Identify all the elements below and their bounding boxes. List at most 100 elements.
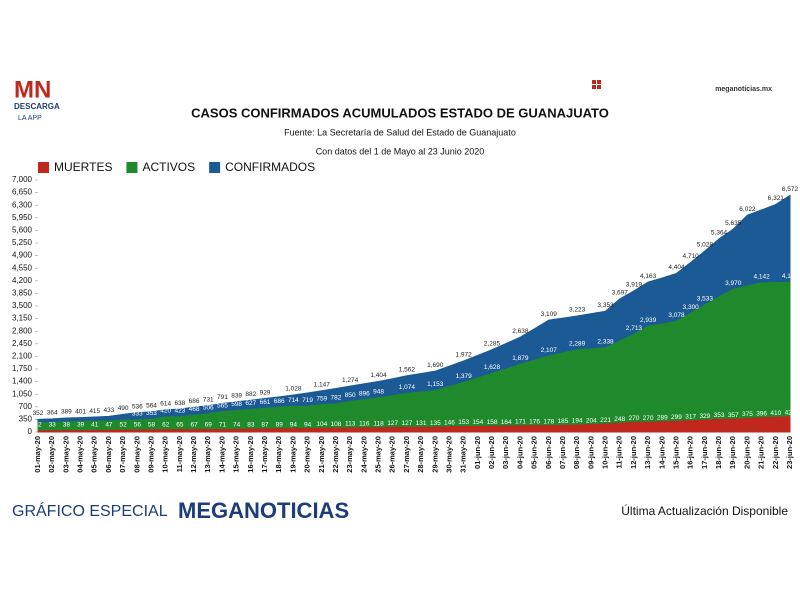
data-label: 58 bbox=[148, 422, 156, 429]
data-label: 882 bbox=[245, 391, 256, 398]
data-label: 65 bbox=[176, 422, 184, 429]
data-label: 1,028 bbox=[285, 386, 302, 393]
data-label: 353 bbox=[146, 410, 157, 417]
data-label: 178 bbox=[543, 418, 554, 425]
data-label: 353 bbox=[714, 412, 725, 419]
y-tick-label: 4,900 bbox=[12, 251, 33, 260]
x-tick-label: 07-jun-20 bbox=[558, 436, 567, 469]
x-tick-label: 15-may-20 bbox=[232, 436, 241, 473]
footer-brand: MEGANOTICIAS bbox=[178, 498, 349, 523]
x-tick-label: 09-jun-20 bbox=[586, 436, 595, 469]
y-tick-label: 1,400 bbox=[12, 377, 33, 386]
data-label: 375 bbox=[742, 411, 753, 418]
x-tick-label: 04-may-20 bbox=[76, 436, 85, 473]
legend-label: CONFIRMADOS bbox=[225, 160, 315, 174]
data-label: 850 bbox=[345, 392, 356, 399]
x-tick-label: 08-jun-20 bbox=[572, 436, 581, 469]
data-label: 686 bbox=[274, 398, 285, 405]
x-tick-label: 04-jun-20 bbox=[515, 436, 524, 469]
data-label: 3,353 bbox=[597, 302, 614, 309]
data-label: 564 bbox=[146, 402, 157, 409]
data-label: 6,321 bbox=[768, 195, 785, 202]
data-label: 47 bbox=[105, 422, 113, 429]
data-label: 490 bbox=[118, 405, 129, 412]
legend-swatch bbox=[126, 162, 138, 173]
data-label: 3,078 bbox=[668, 312, 685, 319]
x-tick-label: 06-may-20 bbox=[104, 436, 113, 473]
data-label: 56 bbox=[134, 422, 142, 429]
data-label: 423 bbox=[174, 407, 185, 414]
data-label: 782 bbox=[331, 395, 342, 402]
x-tick-label: 23-may-20 bbox=[345, 436, 354, 473]
x-tick-label: 12-may-20 bbox=[189, 436, 198, 473]
y-tick-label: 3,850 bbox=[12, 289, 33, 298]
data-label: 164 bbox=[501, 419, 512, 426]
x-tick-label: 13-jun-20 bbox=[643, 436, 652, 469]
y-tick-label: 5,950 bbox=[12, 213, 33, 222]
data-label: 3,300 bbox=[683, 304, 700, 311]
x-tick-label: 19-jun-20 bbox=[728, 436, 737, 469]
data-label: 52 bbox=[120, 422, 128, 429]
data-label: 929 bbox=[260, 389, 271, 396]
data-label: 3,533 bbox=[697, 296, 714, 303]
chart-note: Con datos del 1 de Mayo al 23 Junio 2020 bbox=[316, 146, 485, 156]
area bbox=[37, 416, 791, 433]
data-label: 127 bbox=[387, 420, 398, 427]
x-tick-label: 05-may-20 bbox=[90, 436, 99, 473]
legend-label: MUERTES bbox=[54, 160, 112, 174]
x-tick-label: 13-may-20 bbox=[203, 436, 212, 473]
data-label: 1,628 bbox=[484, 364, 501, 371]
data-label: 415 bbox=[89, 408, 100, 415]
data-label: 3,223 bbox=[569, 307, 586, 314]
x-tick-label: 12-jun-20 bbox=[629, 436, 638, 469]
y-tick-label: 0 bbox=[28, 427, 33, 436]
legend-swatch bbox=[38, 162, 49, 173]
data-label: 289 bbox=[657, 414, 668, 421]
x-tick-label: 11-jun-20 bbox=[615, 436, 624, 469]
data-label: 401 bbox=[75, 408, 86, 415]
data-label: 731 bbox=[203, 396, 214, 403]
y-tick-label: 4,550 bbox=[12, 263, 33, 272]
data-label: 146 bbox=[444, 419, 455, 426]
data-label: 1,879 bbox=[512, 355, 529, 362]
data-label: 127 bbox=[401, 420, 412, 427]
x-tick-label: 02-may-20 bbox=[47, 436, 56, 473]
x-tick-label: 20-jun-20 bbox=[742, 436, 751, 469]
data-label: 1,153 bbox=[427, 381, 444, 388]
y-tick-label: 4,200 bbox=[12, 276, 33, 285]
data-label: 185 bbox=[558, 418, 569, 425]
data-label: 171 bbox=[515, 419, 526, 426]
data-label: 2,338 bbox=[597, 339, 614, 346]
data-label: 94 bbox=[290, 421, 298, 428]
x-tick-label: 26-may-20 bbox=[388, 436, 397, 473]
data-label: 118 bbox=[373, 420, 384, 427]
data-label: 333 bbox=[132, 411, 143, 418]
data-label: 3,109 bbox=[541, 311, 558, 318]
data-label: 2,638 bbox=[512, 328, 529, 335]
data-label: 204 bbox=[586, 417, 597, 424]
data-label: 759 bbox=[316, 395, 327, 402]
data-label: 396 bbox=[756, 410, 767, 417]
data-label: 3,919 bbox=[626, 282, 643, 289]
data-label: 4,163 bbox=[640, 273, 657, 280]
x-tick-label: 27-may-20 bbox=[402, 436, 411, 473]
y-tick-label: 5,250 bbox=[12, 238, 33, 247]
data-label: 1,690 bbox=[427, 362, 444, 369]
data-label: 5,028 bbox=[697, 242, 714, 249]
x-tick-label: 14-jun-20 bbox=[657, 436, 666, 469]
data-label: 135 bbox=[430, 420, 441, 427]
x-tick-label: 14-may-20 bbox=[217, 436, 226, 473]
x-tick-label: 19-may-20 bbox=[288, 436, 297, 473]
x-tick-label: 16-may-20 bbox=[246, 436, 255, 473]
data-label: 719 bbox=[302, 397, 313, 404]
data-label: 2,939 bbox=[640, 317, 657, 324]
x-tick-label: 22-may-20 bbox=[331, 436, 340, 473]
x-tick-label: 25-may-20 bbox=[374, 436, 383, 473]
icon bbox=[592, 80, 601, 89]
x-tick-label: 08-may-20 bbox=[132, 436, 141, 473]
data-label: 71 bbox=[219, 422, 227, 429]
data-label: 433 bbox=[104, 407, 115, 414]
data-label: 87 bbox=[261, 422, 269, 429]
data-label: 3,970 bbox=[725, 280, 742, 287]
